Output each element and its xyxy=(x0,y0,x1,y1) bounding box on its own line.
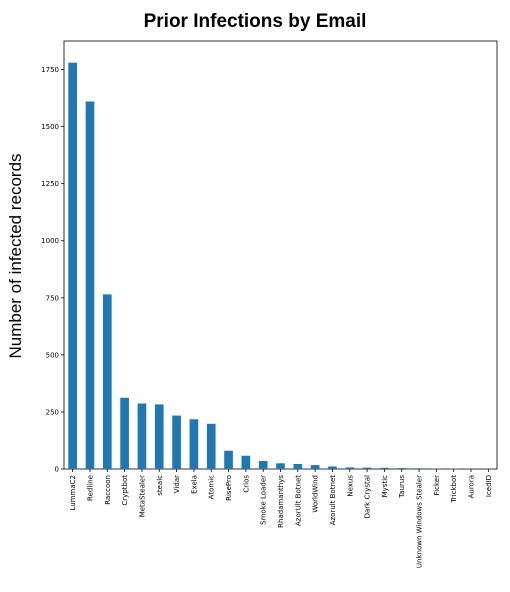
x-tick-label-8: Atomic xyxy=(208,475,216,499)
x-tick-label-0: LummaC2 xyxy=(69,475,77,510)
x-tick-label-22: Trickbot xyxy=(450,475,458,504)
x-tick-label-3: Cryptbot xyxy=(121,475,129,506)
y-tick-label-1: 250 xyxy=(46,408,59,416)
y-tick-label-4: 1000 xyxy=(41,237,59,245)
bar-18 xyxy=(380,467,389,469)
bar-15 xyxy=(328,466,337,469)
bar-10 xyxy=(241,455,251,469)
x-tick-label-13: AzorUlt Botnet xyxy=(294,475,302,526)
x-ticks-group: LummaC2 Redline Raccoon Cryptbot MetaStealer… xyxy=(69,469,493,568)
bars-group xyxy=(68,62,493,470)
x-tick-label-11: Smoke Loader xyxy=(260,475,268,525)
bar-1 xyxy=(85,101,95,470)
x-tick-label-5: stealc xyxy=(156,475,164,496)
x-tick-label-18: Mystic xyxy=(381,475,389,498)
bar-6 xyxy=(172,415,181,469)
bar-11 xyxy=(258,461,268,469)
x-tick-label-16: Nexus xyxy=(346,475,354,497)
x-tick-label-17: Dark Crystal xyxy=(364,475,372,518)
bar-7 xyxy=(189,419,199,469)
x-tick-label-1: Redline xyxy=(86,475,94,501)
x-tick-label-19: Taurus xyxy=(398,475,406,499)
bar-3 xyxy=(120,397,129,469)
x-tick-label-7: Exela xyxy=(190,475,198,494)
bar-5 xyxy=(154,404,164,469)
x-tick-label-12: Rhadamanthys xyxy=(277,475,285,528)
bar-14 xyxy=(310,465,320,469)
x-tick-label-23: Aurora xyxy=(468,475,476,498)
bar-20 xyxy=(414,468,424,469)
chart-title: Prior Infections by Email xyxy=(144,11,367,32)
x-tick-label-9: RisePro xyxy=(225,475,233,501)
x-tick-label-21: Ficker xyxy=(433,475,441,495)
bar-17 xyxy=(362,467,372,469)
y-tick-label-6: 1500 xyxy=(41,123,59,131)
bar-4 xyxy=(137,403,147,469)
bar-9 xyxy=(224,450,233,469)
x-tick-label-24: IcedID xyxy=(485,475,493,497)
bar-12 xyxy=(276,463,285,469)
y-tick-label-0: 0 xyxy=(55,466,59,474)
y-tick-label-2: 500 xyxy=(46,351,59,359)
x-tick-label-6: Vidar xyxy=(173,475,181,493)
y-tick-label-7: 1750 xyxy=(41,66,59,74)
y-ticks-group: 0 250 500 750 1000 1250 1500 1750 xyxy=(41,66,64,474)
bar-2 xyxy=(102,294,112,469)
x-tick-label-15: Azorult Botnet xyxy=(329,475,337,526)
y-tick-label-5: 1250 xyxy=(41,180,59,188)
x-tick-label-14: WorldWind xyxy=(312,475,320,513)
x-tick-label-20: Unknown Windows Stealer xyxy=(416,475,424,568)
bar-0 xyxy=(68,62,77,469)
x-tick-label-2: Raccoon xyxy=(104,475,112,505)
bar-16 xyxy=(345,467,355,469)
bar-8 xyxy=(206,423,216,469)
bar-13 xyxy=(293,463,303,469)
bar-19 xyxy=(397,468,407,469)
x-tick-label-10: Crios xyxy=(242,475,250,493)
y-axis-label: Number of infected records xyxy=(6,153,25,358)
x-tick-label-4: MetaStealer xyxy=(138,475,146,517)
y-tick-label-3: 750 xyxy=(46,294,59,302)
